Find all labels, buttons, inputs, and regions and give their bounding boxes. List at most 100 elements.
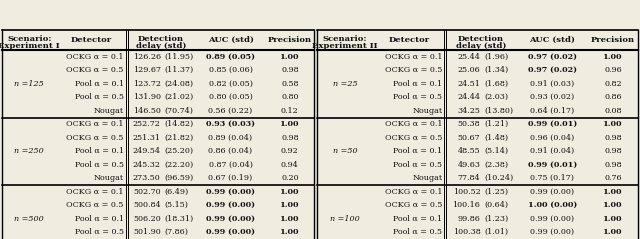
Text: OCKG α = 0.5: OCKG α = 0.5 [385,134,442,142]
Text: n =25: n =25 [333,80,357,88]
Text: 0.99 (0.01): 0.99 (0.01) [527,120,577,128]
Text: (1.34): (1.34) [484,66,509,74]
Text: (25.20): (25.20) [164,147,194,155]
Text: Detector: Detector [388,36,430,44]
Text: Scenario:: Scenario: [7,35,52,43]
Text: OCKG α = 0.1: OCKG α = 0.1 [67,53,124,61]
Text: (18.31): (18.31) [164,215,194,223]
Text: (1.01): (1.01) [484,228,508,236]
Text: Nougat: Nougat [412,174,442,182]
Text: 0.56 (0.22): 0.56 (0.22) [209,107,253,115]
Text: 0.93 (0.03): 0.93 (0.03) [206,120,255,128]
Text: (24.08): (24.08) [164,80,194,88]
Text: OCKG α = 0.5: OCKG α = 0.5 [385,201,442,209]
Text: 1.00: 1.00 [280,228,300,236]
Text: (6.49): (6.49) [164,188,189,196]
Text: n =125: n =125 [15,80,44,88]
Text: 0.91 (0.04): 0.91 (0.04) [530,147,574,155]
Text: 0.99 (0.01): 0.99 (0.01) [527,161,577,169]
Text: 0.89 (0.04): 0.89 (0.04) [209,134,253,142]
Text: OCKG α = 0.1: OCKG α = 0.1 [385,120,442,128]
Text: 0.98: 0.98 [604,147,622,155]
Text: Pool α = 0.5: Pool α = 0.5 [75,161,124,169]
Text: Nougat: Nougat [93,174,124,182]
Text: 24.51: 24.51 [458,80,480,88]
Text: Detection: Detection [138,35,184,43]
Text: 1.00: 1.00 [280,53,300,61]
Text: Pool α = 0.5: Pool α = 0.5 [394,93,442,101]
Text: 77.84: 77.84 [458,174,480,182]
Text: OCKG α = 0.5: OCKG α = 0.5 [67,66,124,74]
Text: 1.00: 1.00 [604,188,623,196]
Text: (1.68): (1.68) [484,80,508,88]
Text: 0.67 (0.19): 0.67 (0.19) [209,174,253,182]
Text: Pool α = 0.5: Pool α = 0.5 [75,93,124,101]
Text: 0.12: 0.12 [281,107,299,115]
Text: (96.59): (96.59) [164,174,194,182]
Text: 506.20: 506.20 [133,215,161,223]
Text: (1.25): (1.25) [484,188,508,196]
Text: (13.80): (13.80) [484,107,513,115]
Text: 99.86: 99.86 [458,215,480,223]
Text: Pool α = 0.1: Pool α = 0.1 [75,147,124,155]
Text: 1.00: 1.00 [280,201,300,209]
Text: 0.99 (0.00): 0.99 (0.00) [206,188,255,196]
Text: OCKG α = 0.1: OCKG α = 0.1 [385,53,442,61]
Text: 0.97 (0.02): 0.97 (0.02) [527,66,577,74]
Text: OCKG α = 0.5: OCKG α = 0.5 [67,134,124,142]
Text: Detection: Detection [458,35,504,43]
Text: Pool α = 0.5: Pool α = 0.5 [394,161,442,169]
Text: 0.58: 0.58 [281,80,299,88]
Text: Pool α = 0.1: Pool α = 0.1 [393,147,442,155]
Text: Precision: Precision [268,36,312,44]
Text: 0.82 (0.05): 0.82 (0.05) [209,80,253,88]
Text: Pool α = 0.1: Pool α = 0.1 [75,215,124,223]
Text: OCKG α = 0.1: OCKG α = 0.1 [67,120,124,128]
Text: 129.67: 129.67 [132,66,161,74]
Text: OCKG α = 0.5: OCKG α = 0.5 [67,201,124,209]
Text: Pool α = 0.1: Pool α = 0.1 [393,215,442,223]
Text: 126.26: 126.26 [132,53,161,61]
Text: n =100: n =100 [330,215,360,223]
Text: 1.00: 1.00 [604,53,623,61]
Text: 0.99 (0.00): 0.99 (0.00) [206,215,255,223]
Text: 245.32: 245.32 [132,161,161,169]
Text: 0.99 (0.00): 0.99 (0.00) [206,228,255,236]
Text: OCKG α = 0.1: OCKG α = 0.1 [67,188,124,196]
Text: 1.00: 1.00 [604,201,623,209]
Text: 1.00: 1.00 [604,120,623,128]
Text: delay (std): delay (std) [136,42,186,50]
Text: 0.96: 0.96 [604,66,622,74]
Text: Precision: Precision [591,36,635,44]
Text: (5.15): (5.15) [164,201,189,209]
Text: OCKG α = 0.5: OCKG α = 0.5 [385,66,442,74]
Text: 0.87 (0.04): 0.87 (0.04) [209,161,253,169]
Text: 273.50: 273.50 [133,174,161,182]
Text: (0.64): (0.64) [484,201,508,209]
Text: 100.38: 100.38 [452,228,480,236]
Text: 0.76: 0.76 [604,174,622,182]
Text: (21.02): (21.02) [164,93,194,101]
Text: 501.90: 501.90 [133,228,161,236]
Text: 24.44: 24.44 [458,93,480,101]
Text: 0.98: 0.98 [604,161,622,169]
Text: 502.70: 502.70 [133,188,161,196]
Text: 25.06: 25.06 [458,66,480,74]
Text: Detector: Detector [71,36,112,44]
Text: (5.14): (5.14) [484,147,508,155]
Text: 123.72: 123.72 [132,80,161,88]
Text: Pool α = 0.1: Pool α = 0.1 [393,80,442,88]
Text: 0.99 (0.00): 0.99 (0.00) [530,228,574,236]
Text: n =250: n =250 [15,147,44,155]
Text: 249.54: 249.54 [132,147,161,155]
Text: (1.96): (1.96) [484,53,509,61]
Text: 0.75 (0.17): 0.75 (0.17) [530,174,574,182]
Text: (11.37): (11.37) [164,66,194,74]
Text: 0.98: 0.98 [604,134,622,142]
Text: (11.95): (11.95) [164,53,194,61]
Text: 252.72: 252.72 [133,120,161,128]
Text: 0.85 (0.06): 0.85 (0.06) [209,66,253,74]
Text: 1.00: 1.00 [280,188,300,196]
Text: Experiment II: Experiment II [312,42,378,50]
Text: 251.31: 251.31 [132,134,161,142]
